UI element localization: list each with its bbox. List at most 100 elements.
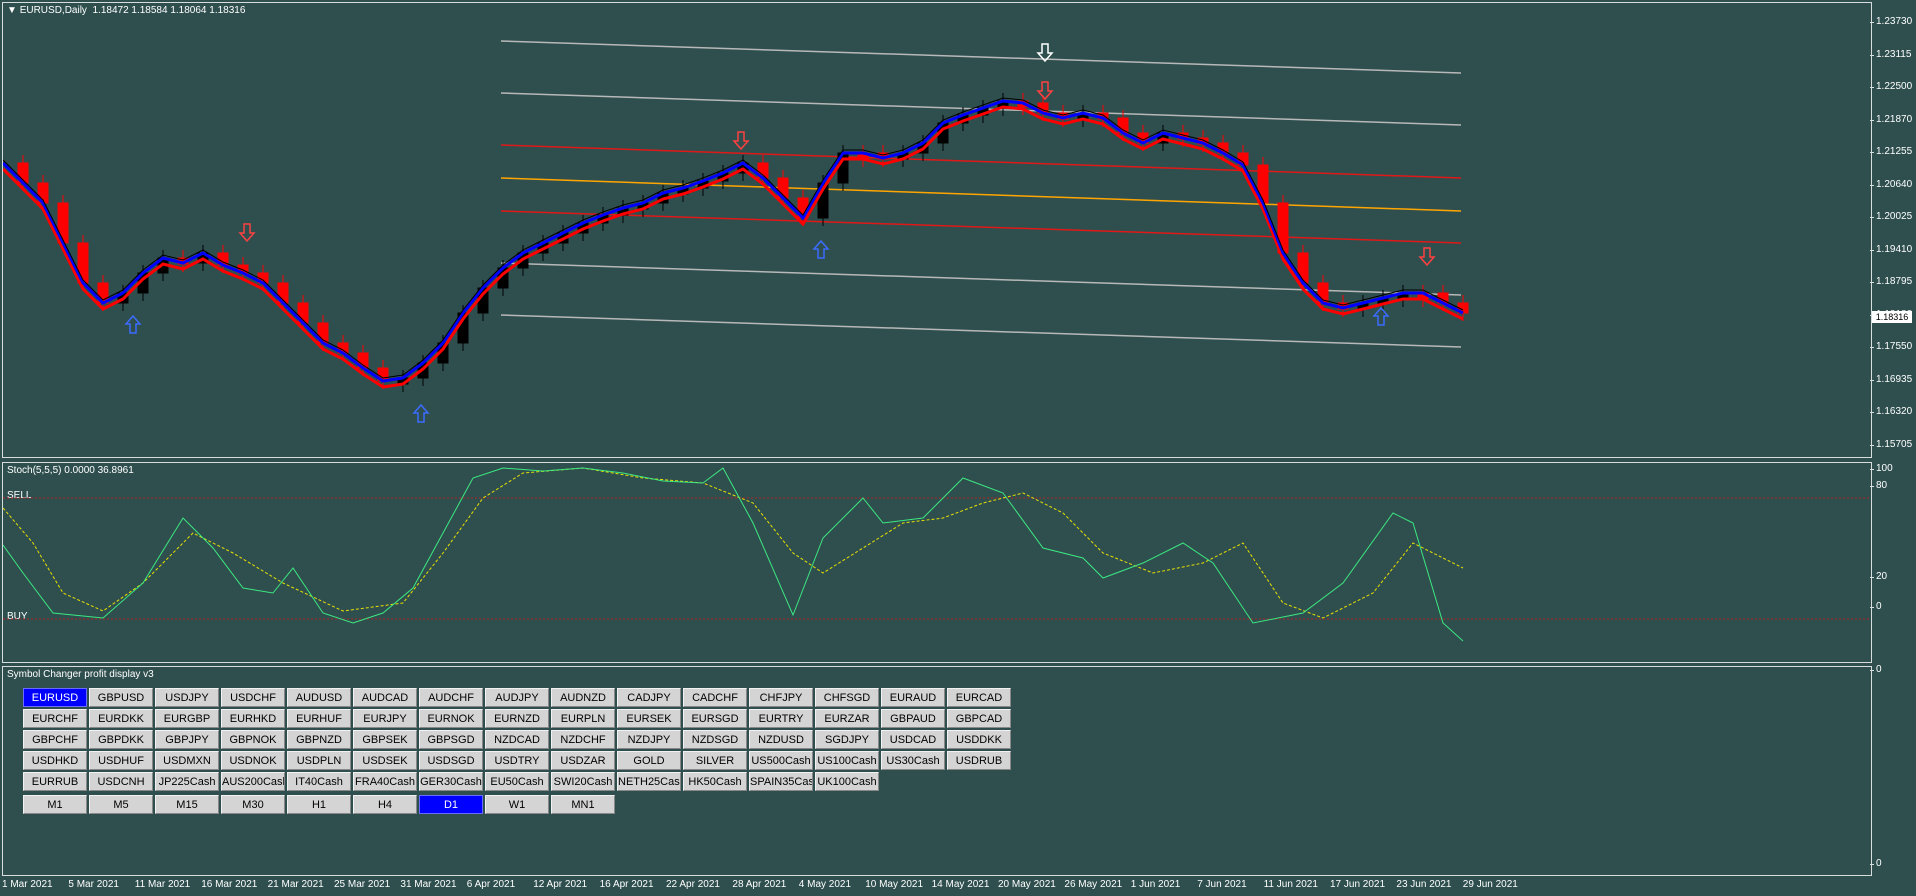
symbol-button-silver[interactable]: SILVER xyxy=(683,751,747,770)
symbol-button-gbpsek[interactable]: GBPSEK xyxy=(353,730,417,749)
symbol-button-gbpusd[interactable]: GBPUSD xyxy=(89,688,153,707)
buy-level-label: BUY xyxy=(7,611,28,622)
symbol-button-eurgbp[interactable]: EURGBP xyxy=(155,709,219,728)
symbol-button-audjpy[interactable]: AUDJPY xyxy=(485,688,549,707)
symbol-button-nzdsgd[interactable]: NZDSGD xyxy=(683,730,747,749)
price-axis-label: 1.22500 xyxy=(1869,81,1913,92)
symbol-button-gbpnok[interactable]: GBPNOK xyxy=(221,730,285,749)
symbol-button-eurdkk[interactable]: EURDKK xyxy=(89,709,153,728)
symbol-button-usddkk[interactable]: USDDKK xyxy=(947,730,1011,749)
timeframe-button-w1[interactable]: W1 xyxy=(485,795,549,814)
symbol-button-euraud[interactable]: EURAUD xyxy=(881,688,945,707)
symbol-button-fra40cash[interactable]: FRA40Cash xyxy=(353,772,417,791)
price-axis-label: 1.16935 xyxy=(1869,373,1913,385)
symbol-button-usdhkd[interactable]: USDHKD xyxy=(23,751,87,770)
symbol-button-gbpnzd[interactable]: GBPNZD xyxy=(287,730,351,749)
timeframe-button-h1[interactable]: H1 xyxy=(287,795,351,814)
symbol-button-usdcad[interactable]: USDCAD xyxy=(881,730,945,749)
symbol-button-eurcad[interactable]: EURCAD xyxy=(947,688,1011,707)
panel-axis-label: 0 xyxy=(1870,858,1882,869)
menu-triangle-icon[interactable]: ▼ xyxy=(7,5,17,16)
symbol-button-hk50cash[interactable]: HK50Cash xyxy=(683,772,747,791)
symbol-button-gbpchf[interactable]: GBPCHF xyxy=(23,730,87,749)
price-chart-canvas[interactable] xyxy=(3,3,1871,457)
symbol-button-usdjpy[interactable]: USDJPY xyxy=(155,688,219,707)
price-chart-pane[interactable]: ▼ EURUSD,Daily 1.18472 1.18584 1.18064 1… xyxy=(2,2,1872,458)
timeframe-button-d1[interactable]: D1 xyxy=(419,795,483,814)
symbol-button-usdchf[interactable]: USDCHF xyxy=(221,688,285,707)
symbol-button-audchf[interactable]: AUDCHF xyxy=(419,688,483,707)
symbol-button-eurpln[interactable]: EURPLN xyxy=(551,709,615,728)
price-axis-label: 1.19410 xyxy=(1869,243,1913,255)
symbol-button-usdpln[interactable]: USDPLN xyxy=(287,751,351,770)
stochastic-pane[interactable]: Stoch(5,5,5) 0.0000 36.8961 SELL BUY xyxy=(2,462,1872,663)
symbol-button-eursgd[interactable]: EURSGD xyxy=(683,709,747,728)
timeframe-button-m5[interactable]: M5 xyxy=(89,795,153,814)
symbol-changer-label: Symbol Changer profit display v3 xyxy=(7,669,154,680)
symbol-button-audnzd[interactable]: AUDNZD xyxy=(551,688,615,707)
timeframe-button-m1[interactable]: M1 xyxy=(23,795,87,814)
symbol-button-cadjpy[interactable]: CADJPY xyxy=(617,688,681,707)
symbol-button-audusd[interactable]: AUDUSD xyxy=(287,688,351,707)
symbol-button-usdhuf[interactable]: USDHUF xyxy=(89,751,153,770)
symbol-button-it40cash[interactable]: IT40Cash xyxy=(287,772,351,791)
symbol-button-us500cash[interactable]: US500Cash xyxy=(749,751,813,770)
symbol-button-eurhkd[interactable]: EURHKD xyxy=(221,709,285,728)
symbol-button-gbpdkk[interactable]: GBPDKK xyxy=(89,730,153,749)
symbol-button-nzdjpy[interactable]: NZDJPY xyxy=(617,730,681,749)
symbol-button-audcad[interactable]: AUDCAD xyxy=(353,688,417,707)
symbol-button-usdzar[interactable]: USDZAR xyxy=(551,751,615,770)
symbol-button-eurjpy[interactable]: EURJPY xyxy=(353,709,417,728)
price-axis-label: 1.23730 xyxy=(1869,16,1913,27)
symbol-button-eurhuf[interactable]: EURHUF xyxy=(287,709,351,728)
symbol-button-aus200cash[interactable]: AUS200Cash xyxy=(221,772,285,791)
symbol-button-jp225cash[interactable]: JP225Cash xyxy=(155,772,219,791)
symbol-button-chfsgd[interactable]: CHFSGD xyxy=(815,688,879,707)
symbol-button-usdrub[interactable]: USDRUB xyxy=(947,751,1011,770)
symbol-button-us30cash[interactable]: US30Cash xyxy=(881,751,945,770)
symbol-button-sgdjpy[interactable]: SGDJPY xyxy=(815,730,879,749)
symbol-button-gbpsgd[interactable]: GBPSGD xyxy=(419,730,483,749)
symbol-button-nzdcad[interactable]: NZDCAD xyxy=(485,730,549,749)
symbol-button-gbpcad[interactable]: GBPCAD xyxy=(947,709,1011,728)
sell-level-label: SELL xyxy=(7,490,32,501)
symbol-button-eurzar[interactable]: EURZAR xyxy=(815,709,879,728)
channel-line xyxy=(500,314,1462,348)
symbol-button-usdcnh[interactable]: USDCNH xyxy=(89,772,153,791)
symbol-button-gbpaud[interactable]: GBPAUD xyxy=(881,709,945,728)
timeframe-button-m15[interactable]: M15 xyxy=(155,795,219,814)
stochastic-canvas[interactable] xyxy=(3,463,1871,662)
symbol-button-eurchf[interactable]: EURCHF xyxy=(23,709,87,728)
symbol-button-gold[interactable]: GOLD xyxy=(617,751,681,770)
symbol-button-eurnok[interactable]: EURNOK xyxy=(419,709,483,728)
time-axis: 1 Mar 2021 5 Mar 2021 11 Mar 2021 16 Mar 20… xyxy=(0,876,1916,896)
symbol-button-usdsgd[interactable]: USDSGD xyxy=(419,751,483,770)
symbol-button-usdmxn[interactable]: USDMXN xyxy=(155,751,219,770)
symbol-button-us100cash[interactable]: US100Cash xyxy=(815,751,879,770)
timeframe-button-m30[interactable]: M30 xyxy=(221,795,285,814)
symbol-button-nzdchf[interactable]: NZDCHF xyxy=(551,730,615,749)
sell-arrow-icon xyxy=(1418,247,1436,267)
symbol-button-eurnzd[interactable]: EURNZD xyxy=(485,709,549,728)
symbol-button-ger30cash[interactable]: GER30Cash xyxy=(419,772,483,791)
symbol-button-neth25cash[interactable]: NETH25Cash xyxy=(617,772,681,791)
time-axis-label: 1 Mar 2021 xyxy=(2,879,53,890)
symbol-button-eu50cash[interactable]: EU50Cash xyxy=(485,772,549,791)
timeframe-button-h4[interactable]: H4 xyxy=(353,795,417,814)
symbol-button-gbpjpy[interactable]: GBPJPY xyxy=(155,730,219,749)
symbol-button-chfjpy[interactable]: CHFJPY xyxy=(749,688,813,707)
symbol-button-spain35cash[interactable]: SPAIN35Cash xyxy=(749,772,813,791)
symbol-button-eursek[interactable]: EURSEK xyxy=(617,709,681,728)
stochastic-axis: 100 80 20 0 xyxy=(1869,462,1916,663)
symbol-button-cadchf[interactable]: CADCHF xyxy=(683,688,747,707)
symbol-button-usdtry[interactable]: USDTRY xyxy=(485,751,549,770)
symbol-button-uk100cash[interactable]: UK100Cash xyxy=(815,772,879,791)
symbol-button-eurusd[interactable]: EURUSD xyxy=(23,688,87,707)
symbol-button-eurrub[interactable]: EURRUB xyxy=(23,772,87,791)
symbol-button-usdsek[interactable]: USDSEK xyxy=(353,751,417,770)
symbol-button-eurtry[interactable]: EURTRY xyxy=(749,709,813,728)
symbol-button-usdnok[interactable]: USDNOK xyxy=(221,751,285,770)
symbol-button-nzdusd[interactable]: NZDUSD xyxy=(749,730,813,749)
timeframe-button-mn1[interactable]: MN1 xyxy=(551,795,615,814)
symbol-button-swi20cash[interactable]: SWI20Cash xyxy=(551,772,615,791)
